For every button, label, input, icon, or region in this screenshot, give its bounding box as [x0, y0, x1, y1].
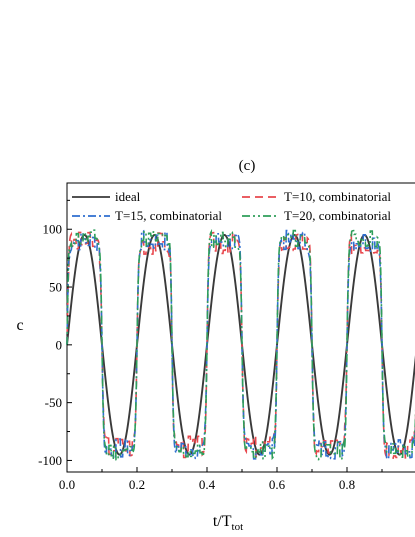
plot-area: 0.0 0.2 0.4 0.6 0.8 -100 -50 0 50 100 [38, 182, 415, 492]
legend-label-t15: T=15, combinatorial [115, 208, 222, 223]
x-axis-label-main: t/T [213, 513, 232, 530]
y-tick-label: 50 [49, 280, 62, 295]
y-axis-label: c [16, 317, 23, 334]
legend: ideal T=10, combinatorial T=15, combinat… [72, 189, 391, 223]
legend-label-t10: T=10, combinatorial [284, 189, 391, 204]
x-tick-label: 0.0 [59, 477, 75, 492]
x-tick-label: 0.8 [339, 477, 355, 492]
x-axis-label: t/Ttot [213, 513, 243, 533]
series-line-3 [66, 228, 415, 461]
x-tick-label: 0.6 [269, 477, 286, 492]
series-line-1 [66, 231, 415, 459]
x-axis-ticks: 0.0 0.2 0.4 0.6 0.8 [59, 467, 383, 492]
y-axis-ticks: -100 -50 0 50 100 [38, 199, 72, 468]
y-tick-label: 0 [56, 337, 63, 352]
x-axis-label-subscript: tot [232, 521, 244, 533]
series-line-2 [66, 229, 415, 460]
x-tick-label: 0.4 [199, 477, 216, 492]
panel-label: (c) [239, 158, 256, 174]
y-tick-label: 100 [43, 222, 63, 237]
x-tick-label: 0.2 [129, 477, 145, 492]
legend-label-t20: T=20, combinatorial [284, 208, 391, 223]
y-tick-label: -50 [45, 395, 62, 410]
series-layer [66, 228, 415, 461]
legend-label-ideal: ideal [115, 189, 141, 204]
y-tick-label: -100 [38, 453, 62, 468]
